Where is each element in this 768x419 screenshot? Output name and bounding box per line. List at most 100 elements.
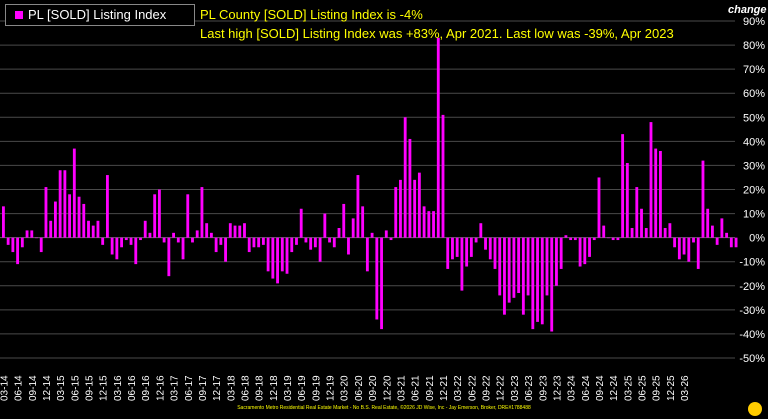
x-tick-label: 12-18 — [269, 375, 280, 401]
bar — [734, 237, 738, 248]
bar — [611, 237, 615, 241]
bar — [30, 230, 34, 238]
bar — [134, 237, 138, 265]
x-tick-label: 12-17 — [212, 375, 223, 401]
bar — [413, 179, 417, 238]
x-tick-label: 03-19 — [283, 375, 294, 401]
bar — [659, 150, 662, 238]
bar — [167, 237, 171, 277]
bar — [394, 187, 398, 238]
bar — [602, 225, 606, 238]
bar — [399, 179, 402, 238]
y-tick-label: 40% — [743, 136, 765, 148]
y-tick-label: 10% — [743, 209, 765, 221]
bar — [276, 237, 279, 284]
x-tick-label: 12-25 — [666, 375, 677, 401]
bar — [517, 237, 521, 293]
bar — [503, 237, 506, 315]
bar — [318, 237, 322, 262]
x-tick-label: 06-21 — [411, 375, 422, 401]
bar — [347, 237, 350, 255]
legend: PL [SOLD] Listing Index — [5, 4, 195, 26]
brand-logo — [748, 402, 762, 416]
bar — [380, 237, 383, 330]
x-tick-label: 09-14 — [28, 375, 39, 401]
y-tick-label: 70% — [743, 64, 765, 76]
bar — [545, 237, 549, 296]
x-tick-label: 03-22 — [453, 375, 464, 401]
x-tick-label: 09-16 — [141, 375, 152, 401]
x-tick-label: 03-15 — [56, 375, 67, 401]
bar — [252, 237, 256, 248]
subtitle-high-low: Last high [SOLD] Listing Index was +83%,… — [200, 26, 674, 41]
bar — [53, 201, 57, 238]
bar — [635, 187, 639, 238]
y-tick-label: -40% — [739, 329, 765, 341]
x-tick-label: 03-23 — [510, 375, 521, 401]
x-tick-label: 06-14 — [14, 375, 25, 401]
bar — [564, 235, 568, 238]
bar — [25, 230, 29, 238]
bar — [479, 223, 483, 238]
bar — [110, 237, 114, 255]
bar — [389, 237, 393, 241]
bar — [559, 237, 563, 269]
bar — [512, 237, 516, 298]
bar — [715, 237, 719, 245]
x-tick-label: 12-19 — [326, 375, 337, 401]
bar — [351, 218, 355, 238]
bar — [20, 237, 24, 248]
legend-label: PL [SOLD] Listing Index — [28, 7, 167, 22]
bar — [191, 237, 194, 243]
bar — [701, 160, 705, 238]
bar — [446, 237, 450, 269]
bar — [682, 237, 686, 255]
x-tick-label: 09-25 — [652, 375, 663, 401]
bar — [337, 228, 341, 238]
bar — [692, 237, 695, 243]
x-tick-label: 06-24 — [581, 375, 592, 401]
bar — [214, 237, 218, 253]
bar — [427, 211, 431, 238]
bar — [228, 223, 232, 238]
bar — [455, 237, 459, 257]
bar — [654, 148, 658, 238]
bar — [176, 237, 180, 243]
bar — [205, 223, 209, 238]
bar — [488, 237, 492, 260]
bar — [87, 220, 90, 238]
bar — [536, 237, 539, 322]
bar — [573, 237, 577, 241]
bar — [361, 206, 365, 238]
bar — [309, 237, 313, 250]
bar — [35, 237, 38, 239]
bar — [68, 194, 72, 238]
bar — [720, 218, 724, 238]
bar — [526, 237, 530, 296]
bar — [578, 237, 582, 267]
y-tick-label: 0% — [749, 233, 765, 245]
bar — [725, 232, 729, 238]
x-tick-label: 06-15 — [70, 375, 81, 401]
bar — [143, 220, 147, 238]
x-tick-label: 12-16 — [155, 375, 166, 401]
x-tick-label: 03-16 — [113, 375, 124, 401]
bar — [451, 237, 454, 260]
bar — [569, 237, 573, 241]
x-tick-label: 03-21 — [396, 375, 407, 401]
bar — [592, 237, 596, 241]
x-tick-label: 09-19 — [311, 375, 322, 401]
bar — [285, 237, 289, 274]
y-tick-label: -30% — [739, 305, 765, 317]
bar — [365, 237, 369, 272]
bar — [356, 175, 360, 238]
x-tick-label: 09-24 — [595, 375, 606, 401]
bar — [711, 225, 714, 238]
bar — [417, 172, 421, 238]
bar — [597, 177, 601, 238]
bar — [625, 163, 629, 238]
bar — [195, 230, 199, 238]
bar — [257, 237, 261, 248]
bar — [63, 170, 67, 238]
bar — [370, 232, 374, 238]
